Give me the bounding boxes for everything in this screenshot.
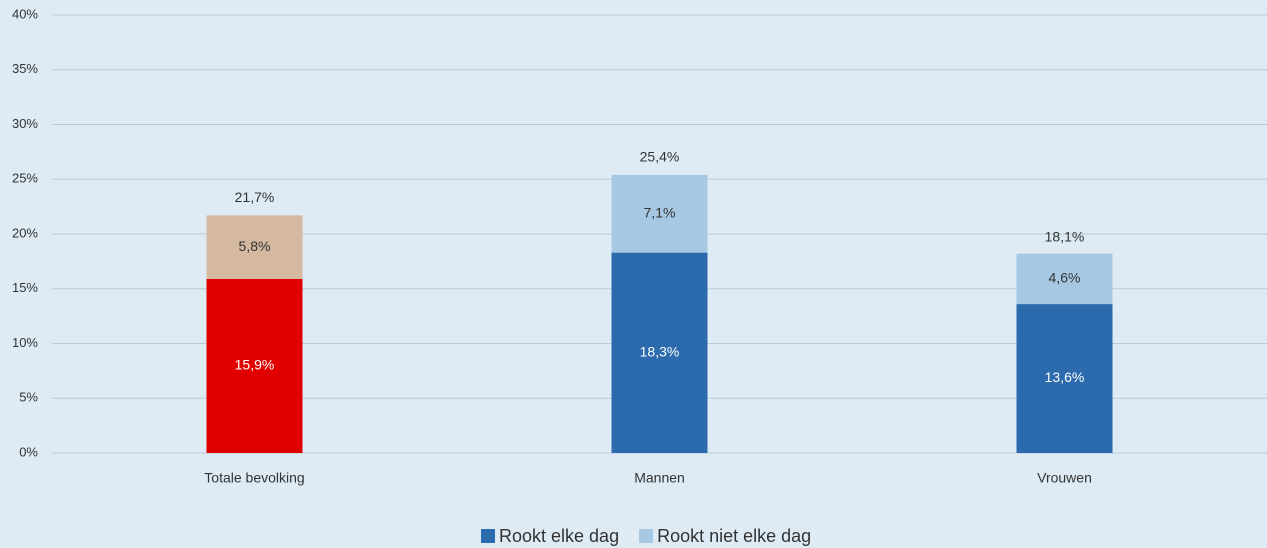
- legend-swatch: [639, 529, 654, 543]
- x-tick-label: Mannen: [634, 470, 685, 486]
- total-label: 18,1%: [1045, 229, 1085, 245]
- bar-segment: [206, 278, 303, 453]
- value-label: 15,9%: [235, 357, 275, 373]
- legend-swatch: [481, 529, 495, 543]
- value-label: 5,8%: [239, 238, 271, 254]
- y-tick-label: 10%: [12, 335, 38, 350]
- legend-label: Rookt niet elke dag: [657, 526, 811, 546]
- y-tick-label: 0%: [19, 444, 38, 459]
- legend-label: Rookt elke dag: [499, 526, 619, 546]
- bar-segment: [1016, 253, 1113, 305]
- x-tick-label: Vrouwen: [1037, 470, 1092, 486]
- value-label: 13,6%: [1045, 369, 1085, 385]
- y-tick-label: 40%: [12, 6, 38, 21]
- total-label: 25,4%: [640, 149, 680, 165]
- value-label: 18,3%: [640, 344, 680, 360]
- bar-segment: [1016, 304, 1113, 453]
- bar-segment: [611, 174, 708, 253]
- total-label: 21,7%: [235, 189, 275, 205]
- y-tick-label: 5%: [19, 390, 38, 405]
- y-tick-label: 35%: [12, 61, 38, 76]
- y-tick-label: 15%: [12, 280, 38, 295]
- y-tick-label: 30%: [12, 116, 38, 131]
- value-label: 7,1%: [644, 204, 676, 220]
- bar-segment: [611, 252, 708, 453]
- y-tick-label: 20%: [12, 225, 38, 240]
- value-label: 4,6%: [1049, 270, 1081, 286]
- bar-segment: [206, 215, 303, 279]
- x-tick-label: Totale bevolking: [204, 470, 304, 486]
- y-tick-label: 25%: [12, 171, 38, 186]
